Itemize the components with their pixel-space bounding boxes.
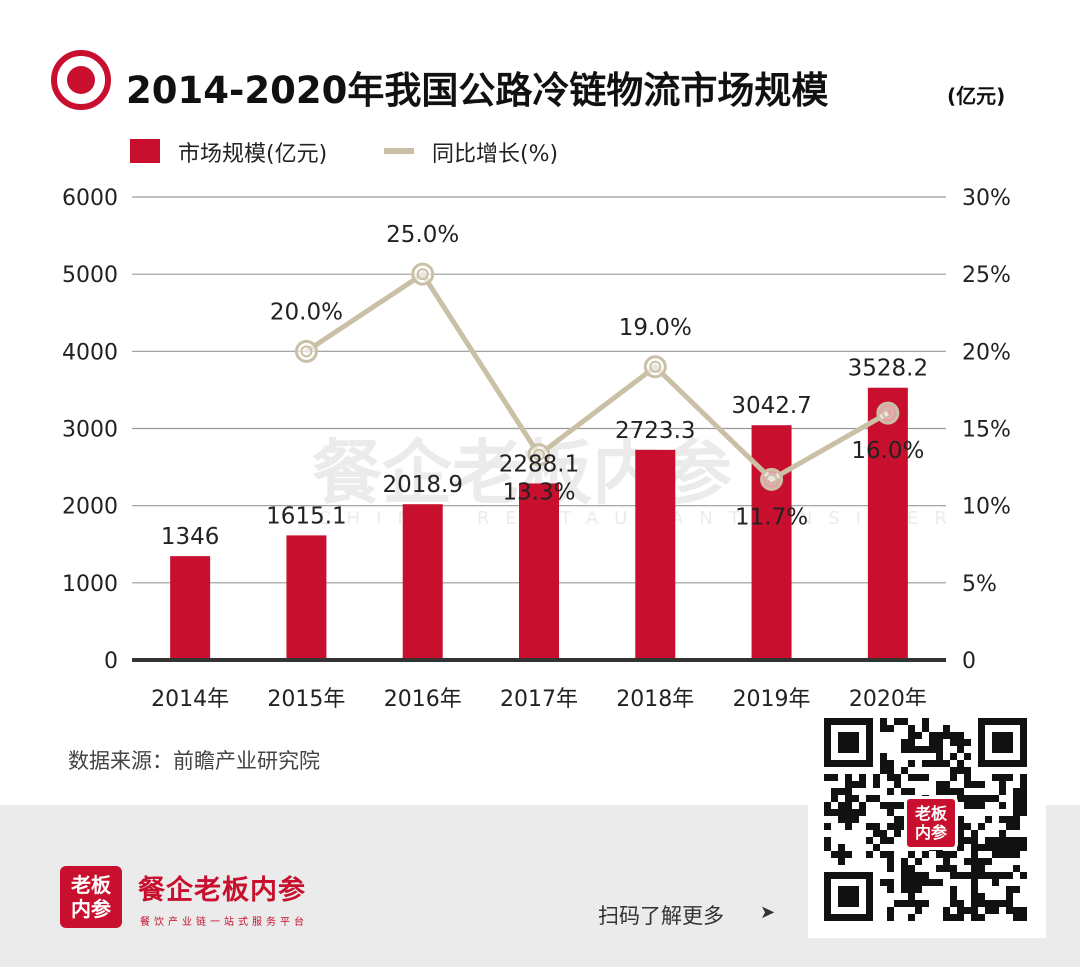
growth-point-inner — [300, 345, 313, 358]
growth-point — [876, 401, 900, 425]
bar-value-label: 3528.2 — [848, 356, 928, 382]
growth-line — [305, 270, 890, 483]
qr-finder-square — [992, 732, 1013, 753]
brand-logo-line1: 老板 — [71, 873, 111, 897]
growth-value-label: 20.0% — [270, 299, 343, 325]
qr-badge-line1: 老板 — [914, 804, 947, 823]
growth-point-inner — [416, 268, 429, 281]
bar-value-label: 1615.1 — [266, 503, 346, 529]
legend-bar-swatch — [130, 139, 160, 163]
x-tick-label: 2018年 — [616, 687, 694, 712]
y-right-tick-label: 30% — [962, 186, 1011, 211]
y-right-tick-label: 5% — [962, 572, 997, 597]
y-left-tick-label: 3000 — [62, 418, 118, 443]
brand-slogan: 餐饮产业链一站式服务平台 — [140, 917, 308, 928]
y-right-tick-label: 10% — [962, 495, 1011, 520]
brand-logo-line2: 内参 — [71, 897, 111, 921]
brand-name: 餐企老板内参 — [138, 875, 306, 906]
growth-point-inner — [533, 448, 545, 461]
growth-point-inner — [765, 473, 778, 486]
y-left-tick-label: 2000 — [62, 495, 118, 520]
y-left-tick-label: 6000 — [62, 186, 118, 211]
legend-line-label: 同比增长(%) — [432, 142, 558, 167]
qr-badge-line2: 内参 — [914, 823, 947, 842]
chart: 2014-2020年我国公路冷链物流市场规模 (亿元) 市场规模(亿元) 同比增… — [51, 50, 1011, 712]
bar-value-label: 1346 — [161, 524, 220, 550]
brand-logo: 老板 内参 — [60, 866, 122, 928]
y-left-tick-label: 0 — [104, 649, 118, 674]
bar — [402, 504, 443, 660]
x-tick-label: 2017年 — [500, 687, 578, 712]
growth-value-label: 11.7% — [735, 504, 808, 530]
scan-more-text: 扫码了解更多 — [598, 904, 724, 928]
y-left-tick-label: 1000 — [62, 572, 118, 597]
chart-title-unit: (亿元) — [947, 84, 1005, 108]
bar — [170, 556, 211, 660]
x-tick-label: 2015年 — [267, 687, 345, 712]
growth-point — [411, 262, 435, 286]
bar — [751, 425, 792, 660]
bar — [519, 483, 559, 660]
chart-title: 2014-2020年我国公路冷链物流市场规模 — [126, 69, 828, 112]
legend-line-swatch — [384, 148, 414, 154]
qr-finder-square — [838, 732, 859, 753]
y-left-tick-label: 4000 — [62, 340, 118, 365]
y-right-tick-label: 0 — [962, 649, 976, 674]
bar-value-label: 2288.1 — [499, 451, 579, 477]
qr-badge-logo: 老板 内参 — [904, 796, 958, 850]
x-tick-label: 2019年 — [733, 687, 811, 712]
bar-value-label: 2723.3 — [615, 418, 695, 444]
bar — [635, 449, 676, 660]
growth-point — [760, 467, 784, 491]
growth-value-label: 25.0% — [386, 222, 459, 248]
y-left-tick-label: 5000 — [62, 263, 118, 288]
source-note: 数据来源：前瞻产业研究院 — [68, 749, 320, 773]
title-target-icon — [51, 50, 111, 110]
bar-value-label: 2018.9 — [382, 472, 462, 498]
qr-code-pattern — [824, 718, 1027, 921]
growth-value-label: 13.3% — [502, 480, 575, 506]
y-right-tick-label: 20% — [962, 340, 1011, 365]
arrow-right-icon: ➤ — [760, 902, 776, 923]
growth-point — [294, 339, 318, 363]
x-tick-label: 2016年 — [384, 687, 462, 712]
bar — [867, 387, 908, 660]
growth-value-label: 16.0% — [851, 438, 924, 464]
qr-finder-square — [838, 886, 859, 907]
bar-value-label: 3042.7 — [731, 393, 811, 419]
growth-point-inner — [649, 360, 662, 373]
y-right-tick-label: 25% — [962, 263, 1011, 288]
growth-value-label: 19.0% — [619, 315, 692, 341]
bar — [286, 535, 327, 660]
growth-point — [643, 355, 667, 379]
x-tick-label: 2014年 — [151, 687, 229, 712]
y-right-tick-label: 15% — [962, 418, 1011, 443]
growth-point-inner — [881, 407, 894, 420]
legend-bar-label: 市场规模(亿元) — [178, 142, 327, 167]
growth-point — [527, 443, 551, 467]
